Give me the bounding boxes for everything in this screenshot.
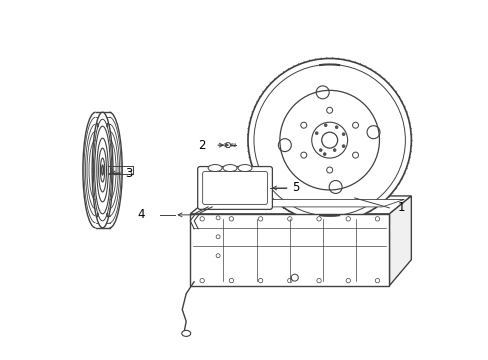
Circle shape bbox=[319, 149, 322, 152]
Polygon shape bbox=[388, 196, 410, 285]
Ellipse shape bbox=[93, 119, 111, 221]
Circle shape bbox=[323, 153, 325, 156]
Ellipse shape bbox=[97, 213, 98, 217]
Ellipse shape bbox=[92, 168, 94, 172]
Circle shape bbox=[324, 124, 326, 127]
Ellipse shape bbox=[106, 213, 107, 217]
Ellipse shape bbox=[102, 165, 103, 175]
Polygon shape bbox=[190, 214, 388, 285]
Text: 2: 2 bbox=[197, 139, 205, 152]
Ellipse shape bbox=[223, 165, 237, 171]
Text: 5: 5 bbox=[291, 181, 299, 194]
Circle shape bbox=[342, 145, 345, 148]
Circle shape bbox=[311, 122, 347, 158]
Ellipse shape bbox=[97, 123, 98, 127]
Polygon shape bbox=[197, 199, 404, 207]
Ellipse shape bbox=[99, 148, 106, 192]
Circle shape bbox=[321, 132, 337, 148]
Ellipse shape bbox=[106, 123, 107, 127]
Ellipse shape bbox=[97, 138, 108, 202]
Circle shape bbox=[253, 64, 405, 216]
Circle shape bbox=[342, 133, 345, 136]
Text: 1: 1 bbox=[397, 201, 404, 215]
Ellipse shape bbox=[92, 112, 113, 228]
FancyBboxPatch shape bbox=[202, 171, 267, 204]
Circle shape bbox=[333, 149, 335, 152]
Ellipse shape bbox=[111, 168, 112, 172]
Ellipse shape bbox=[238, 165, 251, 171]
Ellipse shape bbox=[95, 126, 110, 214]
Ellipse shape bbox=[100, 158, 104, 182]
Text: 3: 3 bbox=[125, 167, 133, 180]
Ellipse shape bbox=[182, 330, 190, 336]
Circle shape bbox=[335, 126, 337, 129]
Polygon shape bbox=[190, 196, 410, 214]
Circle shape bbox=[279, 90, 379, 190]
Ellipse shape bbox=[208, 165, 222, 171]
Circle shape bbox=[315, 132, 318, 135]
Text: 4: 4 bbox=[137, 208, 144, 221]
FancyBboxPatch shape bbox=[197, 167, 272, 210]
Circle shape bbox=[247, 58, 410, 222]
